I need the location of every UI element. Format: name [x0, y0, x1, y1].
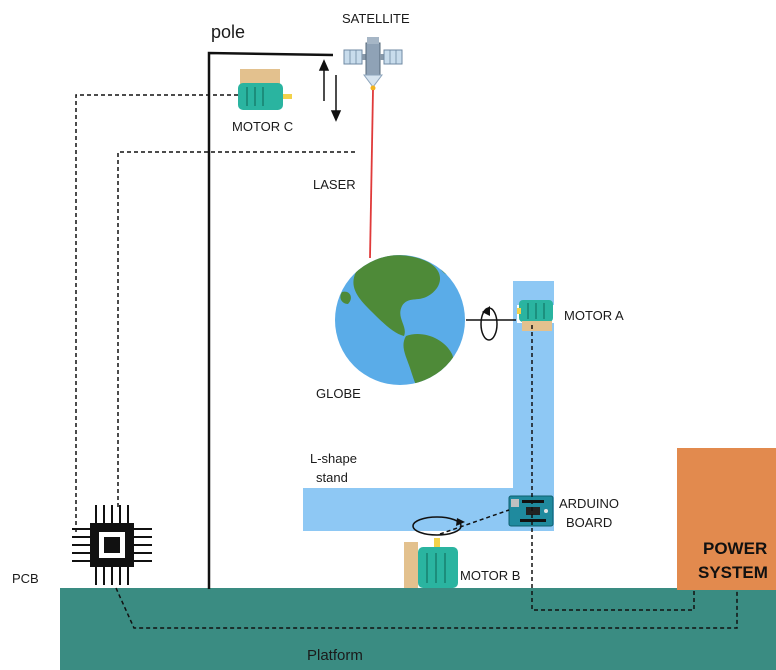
- motor-a-icon: [517, 300, 555, 331]
- motor-b-label: MOTOR B: [460, 568, 520, 583]
- platform-label: Platform: [307, 647, 363, 664]
- globe-icon: [335, 255, 465, 385]
- motor-b-icon: [404, 538, 458, 588]
- pole-label: pole: [211, 22, 245, 42]
- l-shape-label-2: stand: [316, 470, 348, 485]
- pcb-chip-icon: [72, 505, 152, 585]
- rotation-arrow-icon: [466, 306, 516, 341]
- satellite-icon: [343, 37, 403, 91]
- wiring: [75, 94, 738, 629]
- arduino-label-1: ARDUINO: [559, 496, 619, 511]
- platform: [60, 588, 776, 670]
- motor-c-icon: [238, 69, 292, 110]
- arduino-board-icon: [508, 495, 554, 527]
- pcb-label: PCB: [12, 571, 39, 586]
- arduino-label-2: BOARD: [566, 515, 612, 530]
- motor-c-label: MOTOR C: [232, 119, 293, 134]
- up-down-arrows-icon: [318, 59, 342, 122]
- pole: [207, 51, 334, 589]
- laser-beam: [369, 89, 374, 259]
- l-shape-label-1: L-shape: [310, 451, 357, 466]
- power-system: [677, 448, 776, 590]
- laser-label: LASER: [313, 177, 356, 192]
- satellite-label: SATELLITE: [342, 11, 410, 26]
- power-system-label-2: SYSTEM: [698, 563, 768, 582]
- motor-a-label: MOTOR A: [564, 308, 624, 323]
- globe-label: GLOBE: [316, 386, 361, 401]
- power-system-label-1: POWER: [703, 539, 767, 558]
